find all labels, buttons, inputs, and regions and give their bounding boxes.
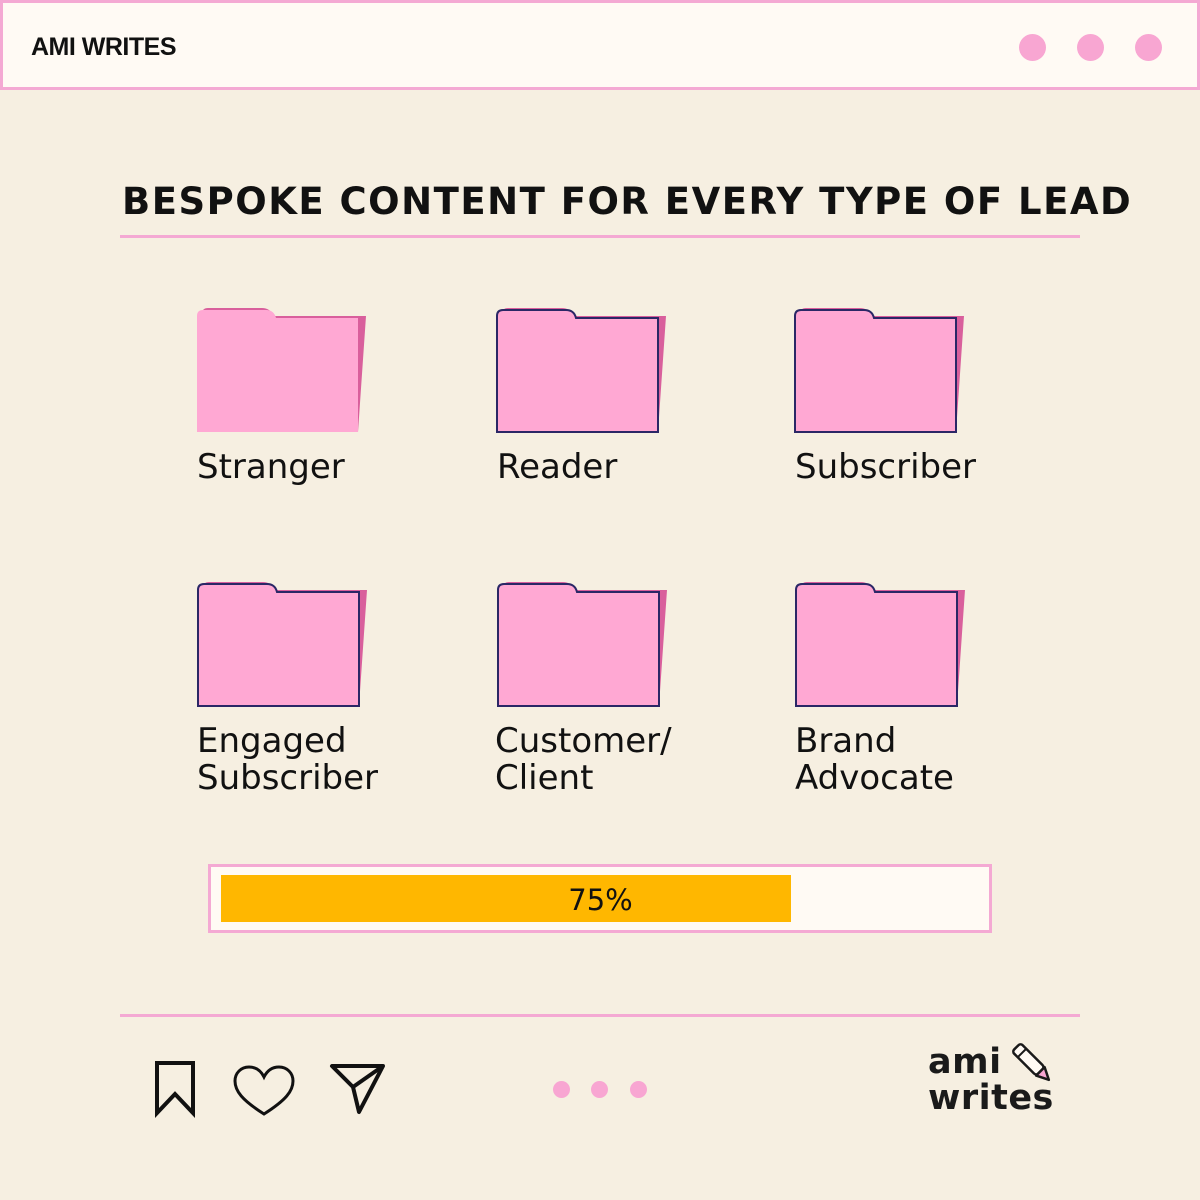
folder-reader-icon[interactable] bbox=[494, 306, 670, 436]
bookmark-icon[interactable] bbox=[152, 1060, 200, 1118]
folder-subscriber-icon[interactable] bbox=[792, 306, 968, 436]
window-control-dot[interactable] bbox=[1077, 34, 1104, 61]
progress-label: 75% bbox=[568, 883, 633, 917]
logo-line-writes: writes bbox=[928, 1078, 1054, 1118]
folder-label: Engaged Subscriber bbox=[197, 721, 379, 798]
send-icon[interactable] bbox=[328, 1060, 388, 1116]
pen-icon bbox=[1012, 1043, 1051, 1082]
folder-label: Stranger bbox=[197, 447, 345, 487]
pager-dot[interactable] bbox=[553, 1081, 570, 1098]
window-control-dot[interactable] bbox=[1019, 34, 1046, 61]
folder-stranger-icon[interactable] bbox=[194, 306, 370, 436]
brand-logo: ami writes bbox=[926, 1040, 1066, 1125]
folder-label: Subscriber bbox=[795, 447, 977, 487]
page-headline: BESPOKE CONTENT FOR EVERY TYPE OF LEAD bbox=[122, 180, 1133, 223]
folder-label: Reader bbox=[497, 447, 618, 487]
app-title: AMI WRITES bbox=[31, 33, 177, 61]
heart-icon[interactable] bbox=[232, 1064, 296, 1118]
folder-brand-advocate-icon[interactable] bbox=[793, 580, 969, 710]
window-control-dot[interactable] bbox=[1135, 34, 1162, 61]
headline-divider bbox=[120, 235, 1080, 238]
folder-label: Brand Advocate bbox=[795, 721, 954, 798]
progress-bar: 75% bbox=[208, 864, 992, 933]
folder-engaged-subscriber-icon[interactable] bbox=[195, 580, 371, 710]
folder-label: Customer/Client bbox=[495, 721, 672, 798]
window-title-bar: AMI WRITES bbox=[0, 0, 1200, 90]
pager-dot[interactable] bbox=[591, 1081, 608, 1098]
folder-customer-client-icon[interactable] bbox=[495, 580, 671, 710]
logo-line-ami: ami bbox=[928, 1042, 1002, 1082]
pager-dot[interactable] bbox=[630, 1081, 647, 1098]
progress-fill bbox=[221, 875, 791, 922]
footer-divider bbox=[120, 1014, 1080, 1017]
